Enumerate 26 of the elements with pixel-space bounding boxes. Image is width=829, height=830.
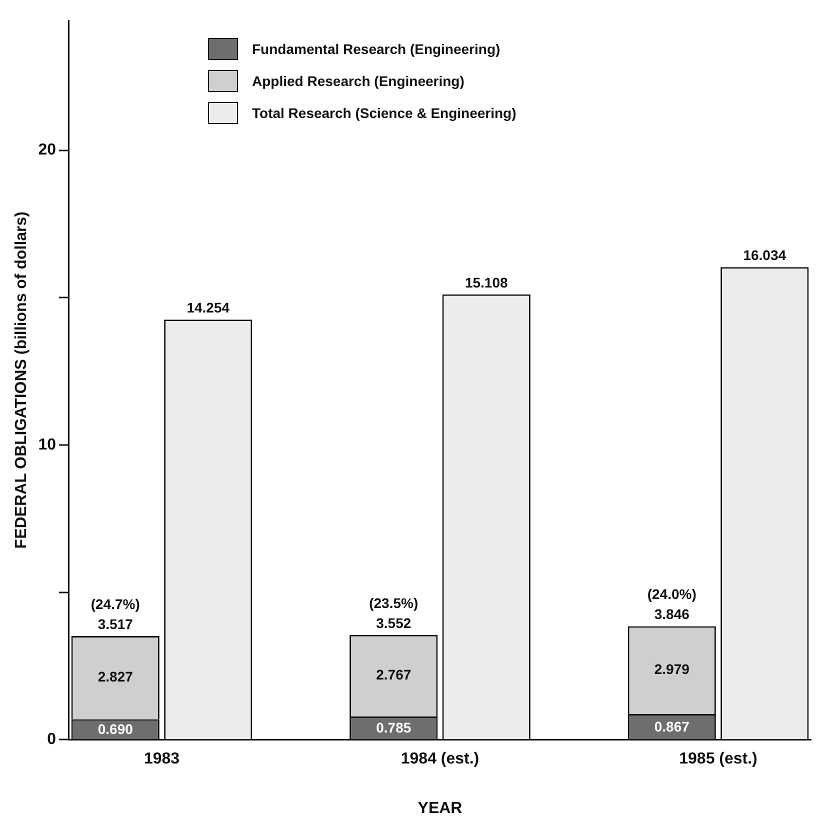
- x-axis-title: YEAR: [418, 800, 463, 817]
- annotation: (23.5%): [369, 594, 418, 611]
- legend-label: Total Research (Science & Engineering): [252, 105, 516, 121]
- y-tick-label: 10: [38, 436, 56, 454]
- y-tick-label: 20: [38, 142, 56, 159]
- data-label: 14.254: [186, 299, 230, 316]
- x-tick-label: 1984 (est.): [400, 750, 480, 768]
- data-label: 15.108: [464, 274, 508, 290]
- data-label: 0.785: [376, 720, 412, 736]
- legend-label: Fundamental Research (Engineering): [252, 41, 500, 57]
- y-axis-title: FEDERAL OBLIGATIONS (billions of dollars): [13, 212, 30, 549]
- x-tick-label: 1983: [144, 750, 180, 768]
- y-tick-label: 0: [47, 731, 56, 748]
- total-label: 3.846: [654, 606, 690, 622]
- data-label: 2.827: [98, 668, 134, 684]
- data-label: 2.767: [376, 666, 412, 683]
- annotation: (24.7%): [90, 596, 140, 612]
- x-tick-label: 1985 (est.): [679, 750, 758, 768]
- data-label: 0.867: [654, 718, 690, 734]
- data-label: 2.979: [654, 661, 690, 678]
- total-label: 3.517: [98, 616, 134, 632]
- annotation: (24.0%): [647, 586, 696, 602]
- data-label: 0.690: [98, 721, 134, 738]
- legend-label: Applied Research (Engineering): [252, 73, 464, 89]
- total-label: 3.552: [376, 614, 412, 631]
- data-label: 16.034: [743, 246, 786, 263]
